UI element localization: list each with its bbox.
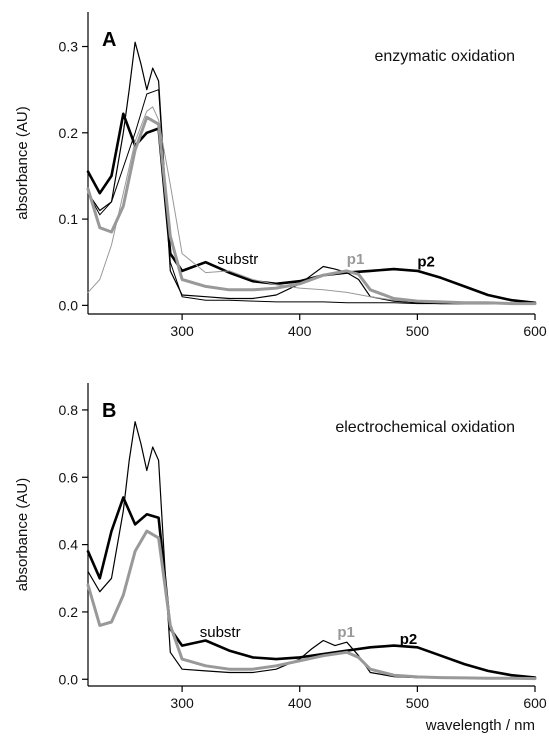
panel-a-annotation-substr: substr [217, 251, 258, 268]
panel-b-y-tick-label: 0.0 [59, 671, 79, 687]
panel-a-series-line-2 [87, 89, 536, 305]
panel-a-x-tick-label: 300 [170, 323, 194, 339]
panel-a-annotation-p2: p2 [417, 254, 435, 271]
panel-a-series-line-3 [86, 115, 537, 306]
panel-b-x-tick-label: 300 [170, 695, 194, 711]
panel-a-x-tick-label: 500 [406, 323, 430, 339]
panel-b-y-tick-label: 0.2 [59, 604, 79, 620]
panel-b-series-line-1 [87, 421, 536, 679]
panel-b-x-tick-label: 400 [288, 695, 312, 711]
panel-b-y-axis-label: absorbance (AU) [14, 478, 31, 591]
panel-a-y-tick-label: 0.1 [59, 211, 79, 227]
panel-b-annotation-p1: p1 [337, 624, 355, 641]
panel-b-y-tick-label: 0.8 [59, 402, 79, 418]
panel-b: 0.0 0.2 0.4 0.6 0.8 300 400 500 600 absorbance (A… [14, 383, 547, 734]
panel-a-annotation-p1: p1 [347, 251, 365, 268]
panel-a-x-tick-label: 600 [523, 323, 547, 339]
panel-b-y-tick-label: 0.4 [59, 537, 79, 553]
panel-a-letter: A [102, 29, 116, 51]
panel-b-annotation-p2: p2 [400, 631, 418, 648]
panel-b-letter: B [102, 400, 116, 422]
panel-a-y-tick-label: 0.0 [59, 297, 79, 313]
panel-b-annotation-substr: substr [200, 624, 241, 641]
panel-b-x-axis-label: wavelength / nm [425, 717, 535, 734]
panel-a-y-tick-label: 0.3 [59, 39, 79, 55]
panel-a-y-axis-label: absorbance (AU) [14, 106, 31, 219]
panel-b-x-tick-label: 600 [523, 695, 547, 711]
panel-a: 0.0 0.1 0.2 0.3 300 400 500 600 absorbance (AU) A… [14, 12, 547, 339]
panel-b-series-line-2 [86, 529, 537, 681]
panel-b-title: electrochemical oxidation [335, 419, 515, 436]
panel-a-series-line-0 [86, 112, 537, 305]
panel-a-y-tick-label: 0.2 [59, 125, 79, 141]
panel-b-series-line-0 [86, 496, 537, 679]
panel-b-y-tick-label: 0.6 [59, 469, 79, 485]
panel-b-x-tick-label: 500 [406, 695, 430, 711]
panel-a-series-line-1 [87, 41, 536, 305]
panel-a-title: enzymatic oxidation [374, 48, 515, 65]
panel-a-series-line-4 [87, 106, 536, 305]
panel-a-x-tick-label: 400 [288, 323, 312, 339]
